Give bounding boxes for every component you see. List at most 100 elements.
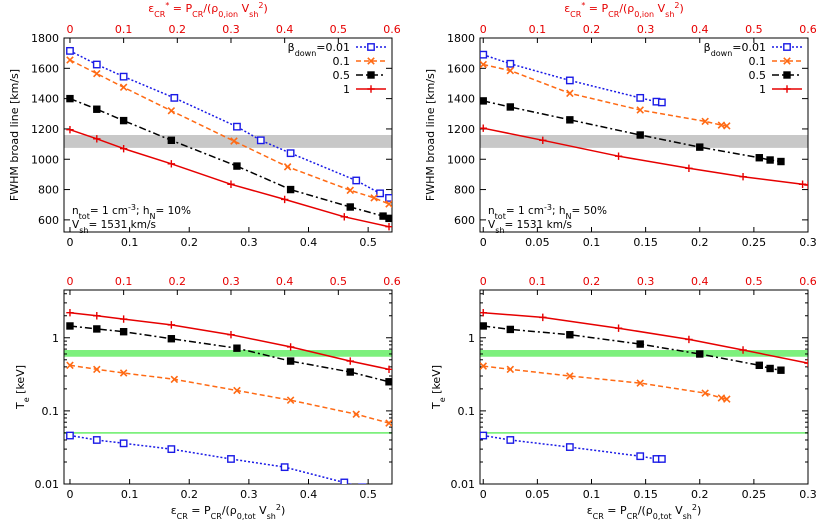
x-tick-label: 0.1 (583, 236, 601, 249)
data-point (565, 76, 574, 85)
data-point (385, 378, 392, 386)
data-point (93, 105, 101, 113)
data-point (685, 164, 693, 173)
data-point (798, 180, 807, 188)
data-point (92, 436, 101, 444)
data-point (233, 122, 241, 131)
legend-marker (367, 85, 375, 93)
data-point (167, 335, 176, 343)
data-point (480, 60, 488, 69)
x-tick-label: 0.25 (742, 488, 767, 501)
legend-marker (783, 85, 791, 93)
top-tick-label: 0.3 (222, 275, 240, 288)
series-line (69, 325, 390, 383)
y-tick-label: 1400 (447, 93, 475, 106)
y-axis-label: FWHM broad line [km/s] (424, 69, 437, 201)
data-point (352, 410, 360, 418)
data-point (766, 364, 774, 373)
x-tick-label: 0.5 (359, 488, 377, 501)
series-1 (66, 125, 392, 231)
x-tick-label: 0.2 (691, 236, 709, 249)
data-point (385, 419, 392, 427)
x-tick-label: 0.1 (583, 488, 601, 501)
data-point (346, 357, 354, 365)
top-tick-label: 0.1 (115, 275, 133, 288)
data-point (280, 195, 289, 204)
data-point (376, 189, 384, 198)
data-point (233, 386, 241, 395)
x-tick-label: 0 (480, 236, 487, 249)
data-point (280, 463, 289, 472)
data-point (723, 395, 731, 403)
top-tick-label: 0 (66, 23, 73, 36)
legend-label: 0.1 (333, 55, 351, 68)
data-point (480, 322, 487, 330)
series-line (69, 364, 390, 424)
x-tick-label: 0.15 (633, 488, 658, 501)
series-line (483, 63, 727, 127)
x-tick-label: 0.3 (799, 236, 817, 249)
annotation-velocity: Vsh= 1531 km/s (488, 219, 572, 235)
top-tick-label: 0.2 (169, 23, 187, 36)
y-tick-label: 1200 (31, 123, 59, 136)
y-tick-label: 1600 (447, 62, 475, 75)
data-point (565, 443, 574, 451)
x-tick-label: 0.05 (525, 488, 550, 501)
data-point (227, 331, 235, 339)
top-tick-label: 0.5 (330, 23, 348, 36)
data-point (614, 152, 623, 160)
legend-label: βdown=0.01 (288, 41, 350, 58)
data-point (636, 93, 645, 102)
x-tick-label: 0.3 (799, 488, 817, 501)
y-tick-label: 0.01 (35, 478, 60, 491)
data-point (385, 214, 392, 223)
plot-frame (63, 37, 393, 233)
y-tick-label: 1000 (447, 153, 475, 166)
y-tick-label: 600 (454, 214, 475, 227)
data-point (286, 343, 295, 351)
series-0.01 (480, 50, 666, 107)
x-tick-label: 0.4 (300, 488, 318, 501)
data-point (804, 359, 808, 367)
data-point (346, 368, 354, 376)
data-point (766, 156, 774, 164)
top-tick-label: 0.5 (745, 23, 763, 36)
data-point (66, 361, 74, 370)
data-point (230, 137, 238, 145)
data-point (480, 309, 487, 317)
panel-top-left: 0 0.1 0.2 0.3 0.4 0.5 0 0.1 0.2 0.3 0.4 0.5 0.6 600 80… (8, 1, 401, 250)
top-tick-label: 0.6 (383, 275, 401, 288)
annotation-velocity: Vsh= 1531 km/s (72, 219, 156, 235)
data-point (66, 431, 74, 440)
x-tick-label: 0 (480, 488, 487, 501)
legend-marker (367, 43, 375, 51)
top-tick-label: 0.4 (276, 275, 294, 288)
data-point (636, 106, 644, 114)
data-point (167, 321, 176, 329)
x-tick-label: 0.3 (240, 236, 258, 249)
top-tick-label: 0.4 (691, 275, 709, 288)
plot-frame (63, 289, 393, 485)
top-tick-label: 0.1 (529, 23, 547, 36)
data-point (539, 313, 547, 322)
y-tick-label: 600 (38, 214, 59, 227)
top-tick-label: 0.2 (169, 275, 187, 288)
series-0.01 (66, 46, 392, 202)
y-tick-label: 0.01 (451, 478, 476, 491)
data-point (286, 149, 295, 158)
data-point (777, 157, 785, 166)
data-point (566, 372, 574, 380)
data-point (256, 136, 265, 145)
x-tick-label: 0.1 (121, 236, 139, 249)
legend-marker (367, 71, 375, 79)
series-0.5 (480, 97, 785, 166)
data-point (66, 309, 74, 317)
y-tick-label: 1400 (31, 93, 59, 106)
data-point (480, 97, 487, 105)
top-tick-label: 0.2 (583, 23, 601, 36)
data-point (119, 83, 128, 92)
data-point (119, 116, 128, 125)
data-point (66, 46, 74, 55)
y-tick-label: 0.1 (458, 405, 476, 418)
data-point (93, 135, 101, 143)
